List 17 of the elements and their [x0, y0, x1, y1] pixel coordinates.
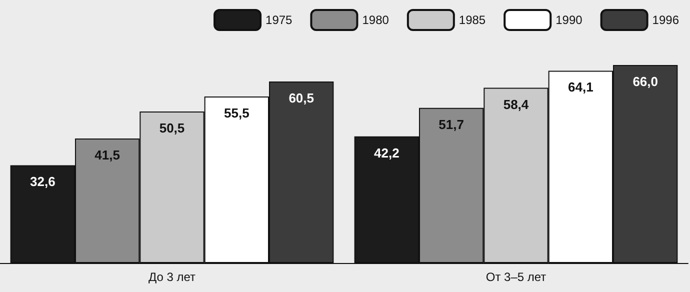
legend-label: 1990 — [556, 13, 583, 27]
data-label: 41,5 — [94, 148, 120, 162]
data-label: 66,0 — [632, 74, 658, 89]
data-label: 32,6 — [30, 174, 56, 190]
data-label: 64,1 — [568, 80, 594, 95]
data-label: 58,4 — [503, 96, 530, 112]
legend-label: 1996 — [652, 13, 680, 27]
data-label: 50,5 — [159, 120, 185, 136]
x-tick-label: До 3 лет — [148, 270, 196, 284]
data-label: 60,5 — [288, 90, 314, 106]
data-label: 42,2 — [374, 145, 400, 160]
legend-label: 1985 — [458, 13, 486, 27]
data-label: 55,5 — [224, 106, 250, 120]
data-label: 51,7 — [438, 116, 464, 132]
x-tick-label: От 3–5 лет — [486, 270, 547, 284]
legend-label: 1980 — [362, 13, 390, 27]
legend-label: 1975 — [266, 13, 293, 27]
